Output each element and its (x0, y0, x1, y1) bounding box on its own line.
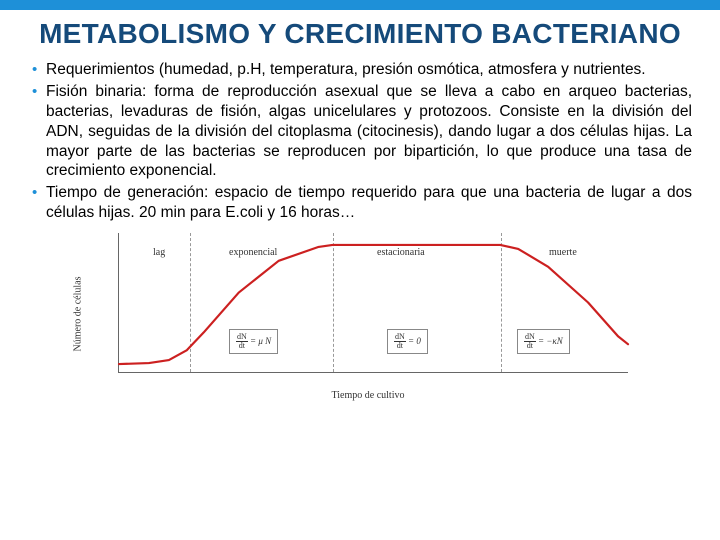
bullet-list: Requerimientos (humedad, p.H, temperatur… (28, 60, 692, 223)
bullet-item: Tiempo de generación: espacio de tiempo … (28, 183, 692, 223)
phase-label-exponencial: exponencial (229, 247, 277, 258)
phase-label-lag: lag (153, 247, 165, 258)
phase-label-estacionaria: estacionaria (377, 247, 425, 258)
slide-body: METABOLISMO Y CRECIMIENTO BACTERIANO Req… (0, 10, 720, 399)
bullet-item: Requerimientos (humedad, p.H, temperatur… (28, 60, 692, 80)
formula-muerte: dNdt = −κN (517, 329, 570, 354)
bullet-item: Fisión binaria: forma de reproducción as… (28, 82, 692, 181)
plot-area: lag exponencial estacionaria muerte dNdt… (118, 233, 628, 373)
formula-estacionaria: dNdt = 0 (387, 329, 428, 354)
phase-label-muerte: muerte (549, 247, 577, 258)
y-axis-label: Número de células (73, 276, 84, 351)
accent-bar (0, 0, 720, 10)
page-title: METABOLISMO Y CRECIMIENTO BACTERIANO (28, 18, 692, 50)
growth-chart: Número de células lag exponencial estaci… (28, 225, 692, 399)
x-axis-label: Tiempo de cultivo (332, 390, 405, 401)
formula-exponencial: dNdt = μ N (229, 329, 278, 354)
chart-area: Número de células lag exponencial estaci… (88, 229, 648, 399)
